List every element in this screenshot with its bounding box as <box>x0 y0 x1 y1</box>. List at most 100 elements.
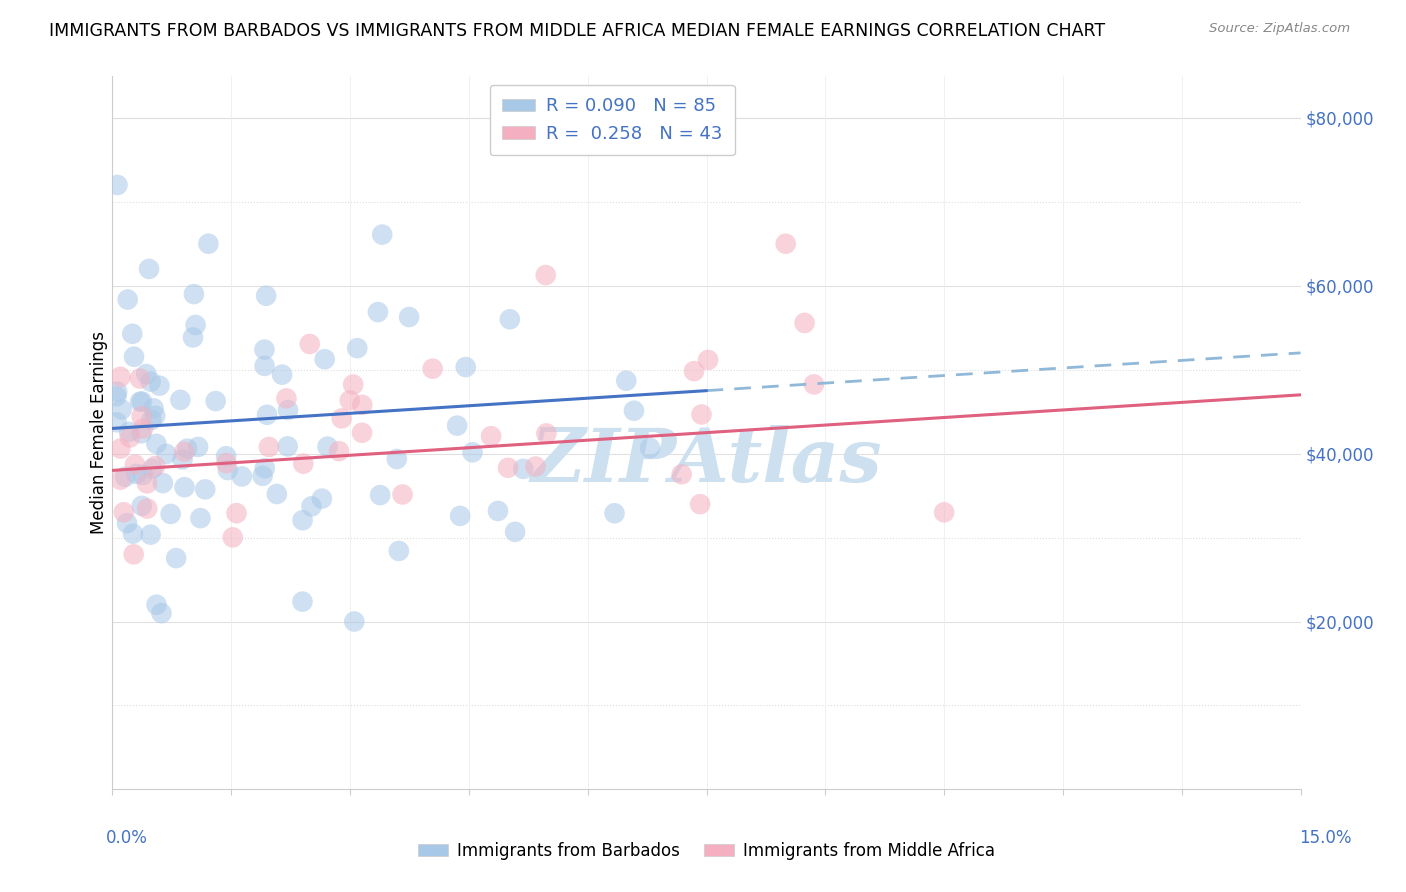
Point <box>132 467 155 482</box>
Point <box>683 364 706 378</box>
Point <box>524 459 547 474</box>
Point <box>141 461 163 475</box>
Point <box>131 394 153 409</box>
Point <box>257 440 280 454</box>
Point <box>603 506 626 520</box>
Point <box>253 343 276 357</box>
Point <box>793 316 815 330</box>
Point <box>291 513 314 527</box>
Point <box>131 409 153 424</box>
Point <box>352 425 374 440</box>
Point <box>256 408 278 422</box>
Point <box>277 403 299 417</box>
Point <box>155 447 177 461</box>
Point <box>173 480 195 494</box>
Point <box>316 440 339 454</box>
Point <box>121 326 143 341</box>
Point <box>165 551 187 566</box>
Point <box>107 178 129 192</box>
Point <box>131 499 153 513</box>
Point <box>145 437 167 451</box>
Point <box>183 287 205 301</box>
Point <box>136 476 159 491</box>
Point <box>342 377 364 392</box>
Point <box>499 312 522 326</box>
Point <box>934 505 956 519</box>
Point <box>385 452 408 467</box>
Point <box>173 444 195 458</box>
Point <box>367 305 389 319</box>
Text: Source: ZipAtlas.com: Source: ZipAtlas.com <box>1209 22 1350 36</box>
Point <box>176 442 198 456</box>
Point <box>139 527 162 541</box>
Point <box>534 268 557 282</box>
Point <box>311 491 333 506</box>
Point <box>143 409 166 423</box>
Point <box>110 369 132 384</box>
Point <box>352 398 374 412</box>
Point <box>194 483 217 497</box>
Point <box>271 368 294 382</box>
Point <box>346 341 368 355</box>
Point <box>301 500 323 514</box>
Point <box>122 526 145 541</box>
Point <box>152 476 174 491</box>
Point <box>614 374 637 388</box>
Point <box>252 468 274 483</box>
Point <box>187 440 209 454</box>
Point <box>122 350 145 364</box>
Point <box>125 467 148 481</box>
Point <box>143 459 166 474</box>
Point <box>145 598 167 612</box>
Point <box>454 360 477 375</box>
Point <box>446 418 468 433</box>
Point <box>139 375 162 389</box>
Point <box>277 439 299 453</box>
Point <box>112 505 135 519</box>
Point <box>184 318 207 332</box>
Point <box>803 377 825 392</box>
Point <box>398 310 420 324</box>
Point <box>231 469 253 483</box>
Point <box>339 393 361 408</box>
Point <box>449 508 471 523</box>
Point <box>131 426 153 441</box>
Point <box>159 507 181 521</box>
Point <box>486 504 509 518</box>
Point <box>138 261 160 276</box>
Legend: Immigrants from Barbados, Immigrants from Middle Africa: Immigrants from Barbados, Immigrants fro… <box>412 836 1001 867</box>
Point <box>298 337 321 351</box>
Point <box>105 389 128 403</box>
Point <box>314 352 336 367</box>
Point <box>135 367 157 381</box>
Point <box>690 408 713 422</box>
Point <box>204 394 226 409</box>
Point <box>105 415 128 429</box>
Point <box>512 462 534 476</box>
Point <box>222 530 245 544</box>
Point <box>148 378 170 392</box>
Point <box>128 371 150 385</box>
Point <box>172 452 194 467</box>
Point <box>132 421 155 435</box>
Point <box>115 516 138 531</box>
Point <box>371 227 394 242</box>
Point <box>254 289 277 303</box>
Text: 15.0%: 15.0% <box>1299 829 1353 847</box>
Point <box>253 359 276 373</box>
Point <box>343 615 366 629</box>
Point <box>503 524 526 539</box>
Point <box>422 361 444 376</box>
Point <box>190 511 212 525</box>
Point <box>110 402 132 417</box>
Point <box>105 384 128 399</box>
Point <box>671 467 693 482</box>
Point <box>697 353 720 368</box>
Point <box>291 594 314 608</box>
Point <box>141 413 163 427</box>
Point <box>536 426 558 441</box>
Point <box>623 403 645 417</box>
Point <box>169 392 191 407</box>
Point <box>266 487 288 501</box>
Point <box>225 506 247 520</box>
